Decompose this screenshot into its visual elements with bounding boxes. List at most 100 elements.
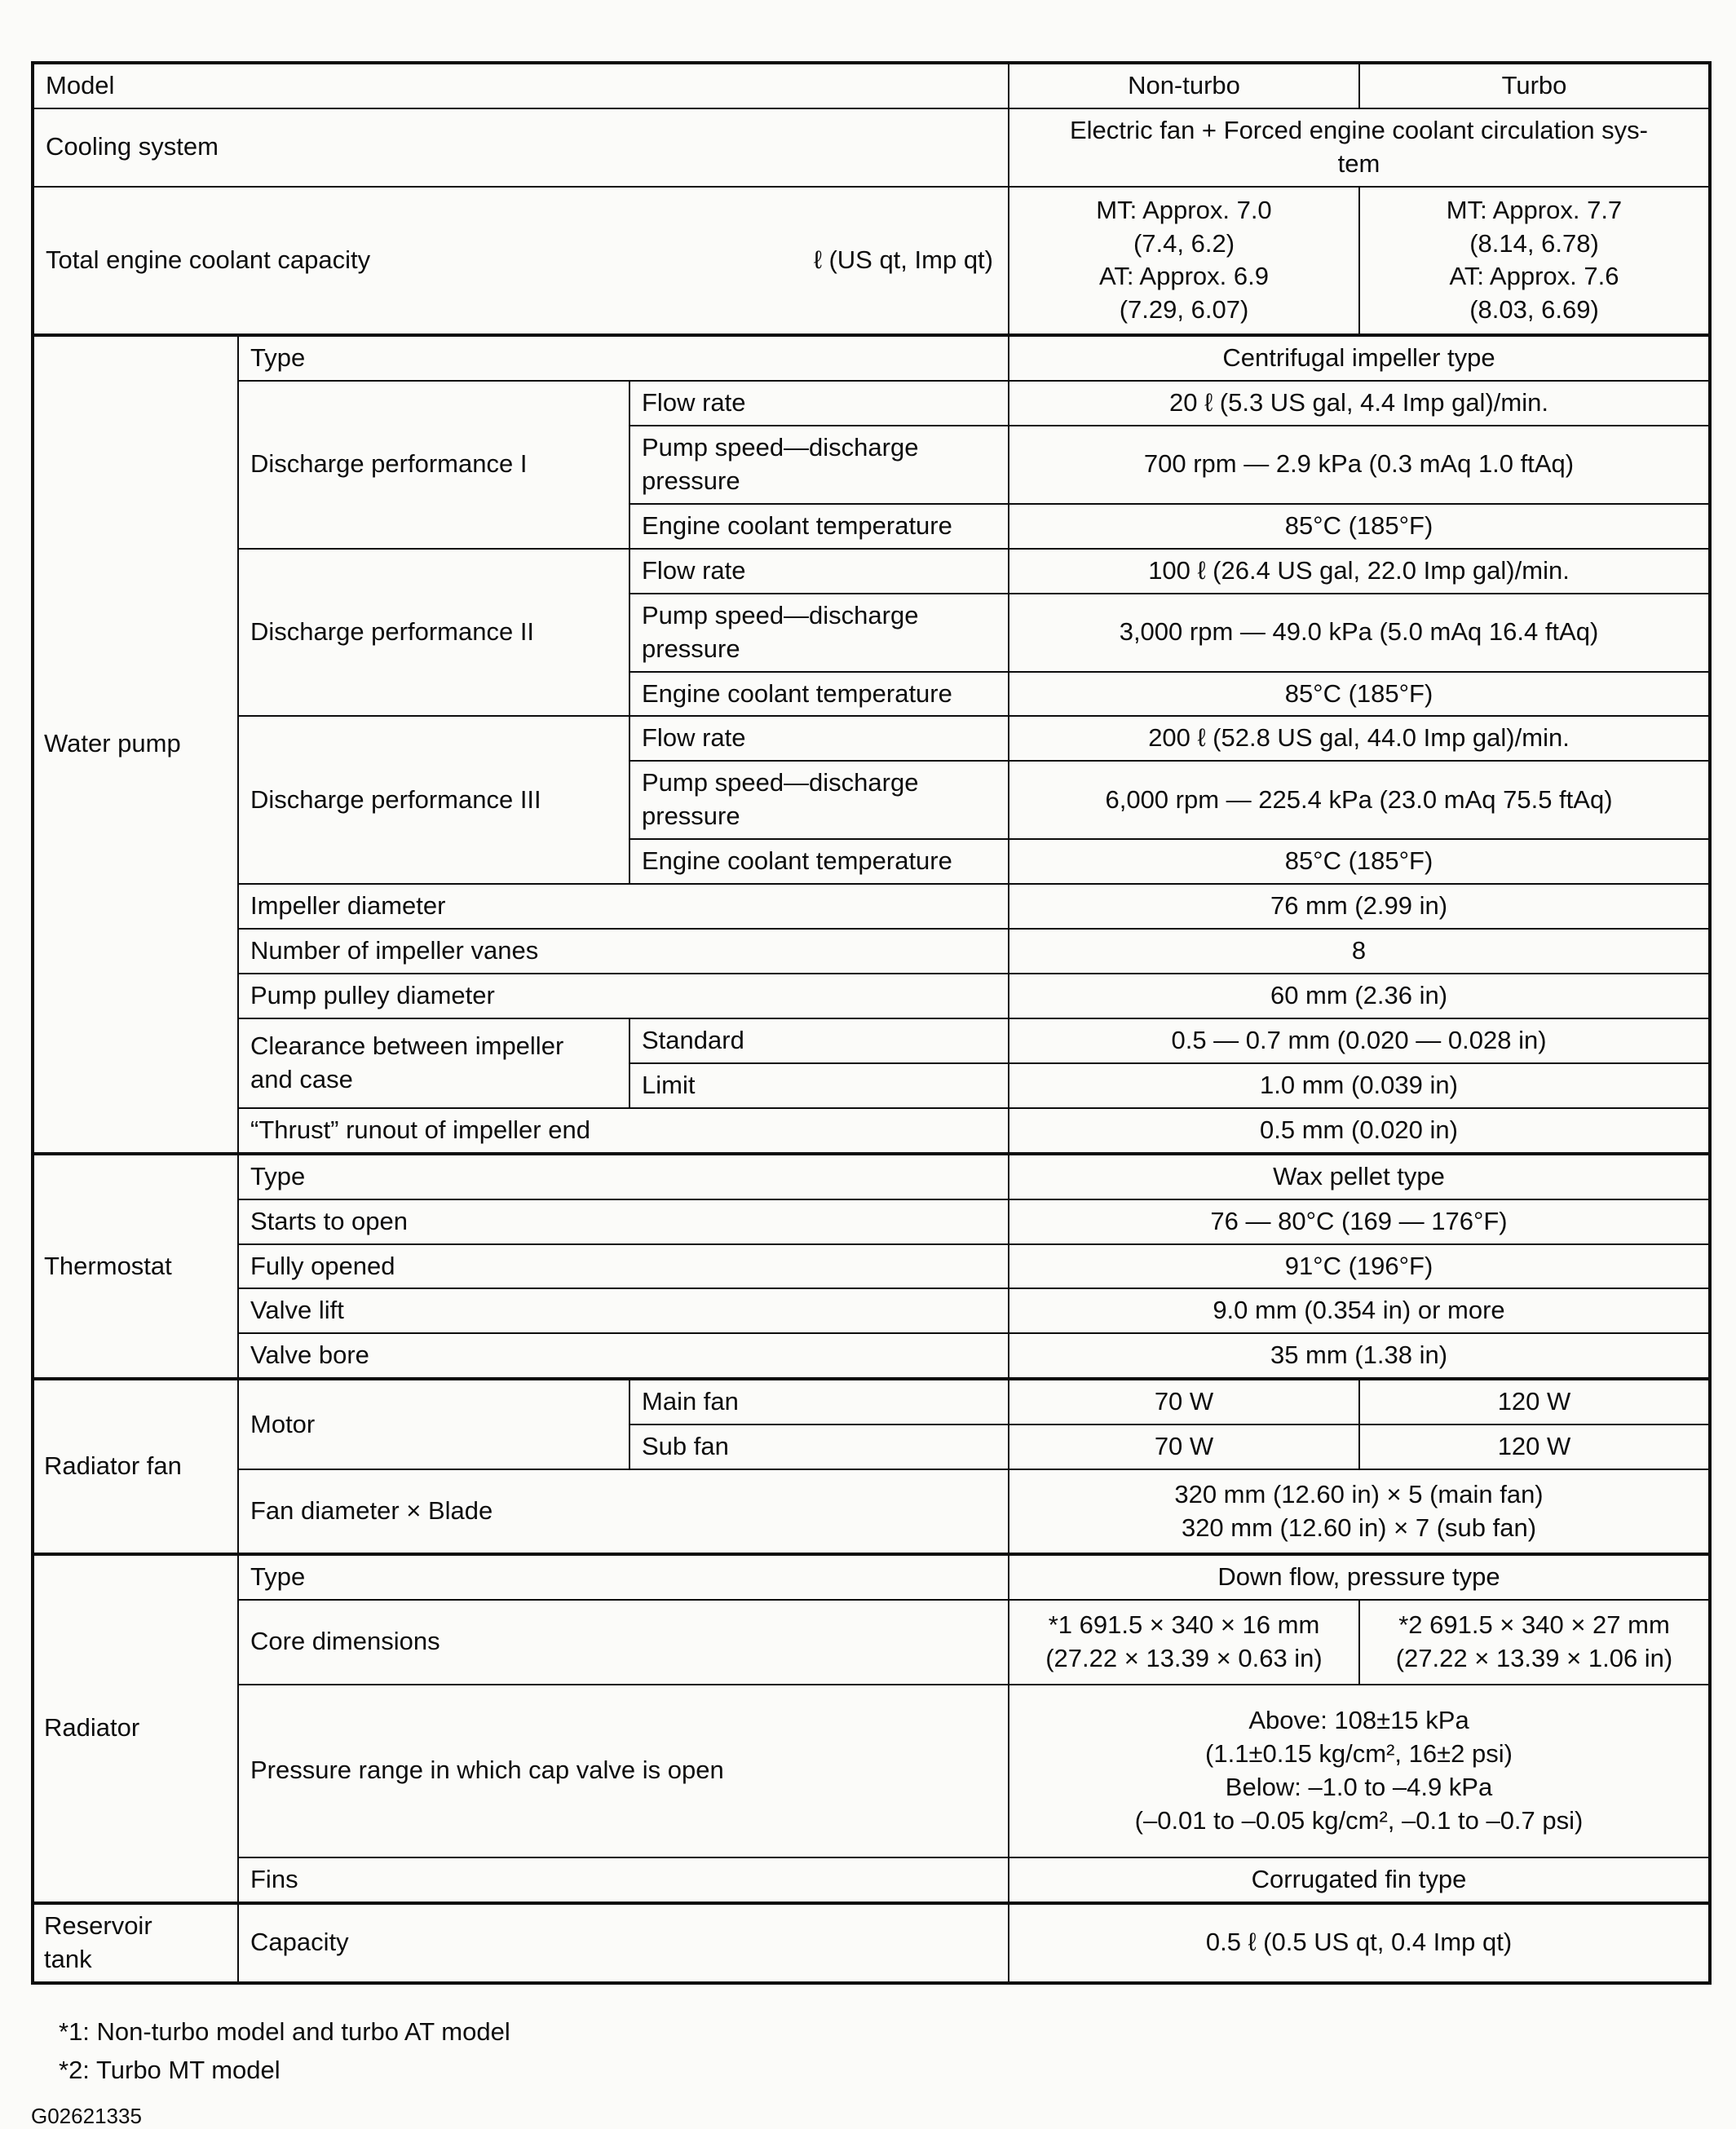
row-dp1-flow: Discharge performance I Flow rate 20 ℓ (… [33, 379, 1711, 550]
rad-pressure-value: Above: 108±15 kPa (1.1±0.15 kg/cm², 16±2… [1008, 1683, 1711, 1858]
dp3-flow-value: 200 ℓ (52.8 US gal, 44.0 Imp gal)/min. [1008, 715, 1711, 762]
fan-sub-turbo: 120 W [1358, 1424, 1711, 1471]
fan-main-non-turbo: 70 W [1008, 1377, 1360, 1426]
rad-core-non-turbo: *1 691.5 × 340 × 16 mm (27.22 × 13.39 × … [1008, 1598, 1360, 1685]
row-dp2-flow: Discharge performance II Flow rate 100 ℓ… [33, 547, 1711, 718]
coolant-capacity-non-turbo: MT: Approx. 7.0 (7.4, 6.2) AT: Approx. 6… [1008, 185, 1360, 336]
rad-fins-value: Corrugated fin type [1008, 1856, 1711, 1904]
row-dp2-temp: Engine coolant temperature 85°C (185°F) [33, 670, 1711, 718]
coolant-capacity-turbo: MT: Approx. 7.7 (8.14, 6.78) AT: Approx.… [1358, 185, 1711, 336]
model-label: Model [32, 62, 1009, 109]
rad-type-label: Type [237, 1553, 1009, 1601]
dp2-temp-value: 85°C (185°F) [1008, 670, 1711, 718]
cooling-system-value: Electric fan + Forced engine coolant cir… [1008, 107, 1711, 188]
row-rad-pressure: Pressure range in which cap valve is ope… [33, 1683, 1711, 1858]
dp1-temp-value: 85°C (185°F) [1008, 502, 1711, 550]
rad-pressure-label: Pressure range in which cap valve is ope… [237, 1683, 1009, 1858]
row-dp3-speed: Pump speed—discharge pressure 6,000 rpm … [33, 760, 1711, 841]
fan-diameter-value: 320 mm (12.60 in) × 5 (main fan) 320 mm … [1008, 1469, 1711, 1556]
dp1-flow-label: Flow rate [629, 379, 1009, 426]
impeller-diameter-value: 76 mm (2.99 in) [1008, 883, 1711, 930]
row-thermo-lift: Valve lift 9.0 mm (0.354 in) or more [33, 1288, 1711, 1335]
clearance-standard-label: Standard [629, 1017, 1009, 1064]
row-dp1-speed: Pump speed—discharge pressure 700 rpm — … [33, 424, 1711, 505]
row-dp3-flow: Discharge performance III Flow rate 200 … [33, 715, 1711, 886]
thermo-starts-value: 76 — 80°C (169 — 176°F) [1008, 1198, 1711, 1245]
impeller-vanes-value: 8 [1008, 928, 1711, 975]
dp3-temp-value: 85°C (185°F) [1008, 838, 1711, 886]
dp3-flow-label: Flow rate [629, 715, 1009, 762]
row-thermo-type: Thermostat Type Wax pellet type [32, 1151, 1711, 1380]
pump-pulley-label: Pump pulley diameter [237, 973, 1009, 1019]
thermo-lift-label: Valve lift [237, 1288, 1009, 1335]
thermo-type-value: Wax pellet type [1008, 1151, 1711, 1200]
dp2-speed-value: 3,000 rpm — 49.0 kPa (5.0 mAq 16.4 ftAq) [1008, 592, 1711, 673]
row-thermo-bore: Valve bore 35 mm (1.38 in) [33, 1332, 1711, 1380]
fan-sub-non-turbo: 70 W [1008, 1424, 1360, 1471]
dp1-label: Discharge performance I [237, 379, 630, 550]
row-rad-fins: Fins Corrugated fin type [33, 1856, 1711, 1904]
row-dp1-temp: Engine coolant temperature 85°C (185°F) [33, 502, 1711, 550]
cooling-system-spec-table: Model Non-turbo Turbo Cooling system Ele… [31, 61, 1712, 1985]
row-fan-sub: Sub fan 70 W 120 W [33, 1424, 1711, 1471]
figure-code: G02621335 [31, 2103, 142, 2128]
fan-main-turbo: 120 W [1358, 1377, 1711, 1426]
reservoir-capacity-value: 0.5 ℓ (0.5 US qt, 0.4 Imp qt) [1008, 1901, 1711, 1984]
footnote-1: *1: Non-turbo model and turbo AT model [59, 2016, 510, 2046]
dp3-temp-label: Engine coolant temperature [629, 838, 1009, 886]
rad-core-label: Core dimensions [237, 1598, 1009, 1685]
fan-main-label: Main fan [629, 1377, 1009, 1426]
thrust-runout-label: “Thrust” runout of impeller end [237, 1106, 1009, 1155]
coolant-capacity-split: Total engine coolant capacity ℓ (US qt, … [46, 244, 998, 277]
dp1-flow-value: 20 ℓ (5.3 US gal, 4.4 Imp gal)/min. [1008, 379, 1711, 426]
pump-pulley-value: 60 mm (2.36 in) [1008, 973, 1711, 1019]
row-pump-pulley: Pump pulley diameter 60 mm (2.36 in) [33, 973, 1711, 1019]
dp2-temp-label: Engine coolant temperature [629, 670, 1009, 718]
clearance-limit-value: 1.0 mm (0.039 in) [1008, 1062, 1711, 1109]
dp2-flow-label: Flow rate [629, 547, 1009, 594]
thermo-bore-value: 35 mm (1.38 in) [1008, 1332, 1711, 1380]
coolant-capacity-label: Total engine coolant capacity [46, 245, 371, 274]
dp2-label: Discharge performance II [237, 547, 630, 718]
thermo-starts-label: Starts to open [237, 1198, 1009, 1245]
wp-type-value: Centrifugal impeller type [1008, 333, 1711, 382]
row-wp-type: Water pump Type Centrifugal impeller typ… [32, 333, 1711, 1155]
row-thermo-starts: Starts to open 76 — 80°C (169 — 176°F) [33, 1198, 1711, 1245]
thermo-type-label: Type [237, 1151, 1009, 1200]
clearance-standard-value: 0.5 — 0.7 mm (0.020 — 0.028 in) [1008, 1017, 1711, 1064]
wp-type-label: Type [237, 333, 1009, 382]
dp3-speed-label: Pump speed—discharge pressure [629, 760, 1009, 841]
rad-type-value: Down flow, pressure type [1008, 1553, 1711, 1601]
cooling-system-label: Cooling system [32, 107, 1009, 188]
row-cooling-system: Cooling system Electric fan + Forced eng… [32, 107, 1711, 188]
row-dp2-speed: Pump speed—discharge pressure 3,000 rpm … [33, 592, 1711, 673]
dp2-speed-label: Pump speed—discharge pressure [629, 592, 1009, 673]
row-impeller-vanes: Number of impeller vanes 8 [33, 928, 1711, 975]
fan-diameter-label: Fan diameter × Blade [237, 1469, 1009, 1556]
group-reservoir-tank: Reservoir tank [32, 1901, 239, 1984]
thermo-fully-label: Fully opened [237, 1243, 1009, 1290]
group-radiator-fan: Radiator fan [32, 1377, 239, 1556]
dp3-label: Discharge performance III [237, 715, 630, 886]
dp3-speed-value: 6,000 rpm — 225.4 kPa (23.0 mAq 75.5 ftA… [1008, 760, 1711, 841]
coolant-capacity-unit: ℓ (US qt, Imp qt) [813, 245, 993, 274]
row-rad-type: Radiator Type Down flow, pressure type [32, 1553, 1711, 1904]
row-rad-core: Core dimensions *1 691.5 × 340 × 16 mm (… [33, 1598, 1711, 1685]
dp1-speed-value: 700 rpm — 2.9 kPa (0.3 mAq 1.0 ftAq) [1008, 424, 1711, 505]
group-radiator: Radiator [32, 1553, 239, 1904]
dp1-speed-label: Pump speed—discharge pressure [629, 424, 1009, 505]
rad-core-turbo: *2 691.5 × 340 × 27 mm (27.22 × 13.39 × … [1358, 1598, 1711, 1685]
clearance-label: Clearance between impeller and case [237, 1017, 630, 1109]
column-header-non-turbo: Non-turbo [1008, 62, 1360, 109]
clearance-limit-label: Limit [629, 1062, 1009, 1109]
impeller-vanes-label: Number of impeller vanes [237, 928, 1009, 975]
fan-motor-label: Motor [237, 1377, 630, 1471]
row-fan-diameter: Fan diameter × Blade 320 mm (12.60 in) ×… [33, 1469, 1711, 1556]
dp1-temp-label: Engine coolant temperature [629, 502, 1009, 550]
row-clearance-standard: Clearance between impeller and case Stan… [33, 1017, 1711, 1109]
thermo-fully-value: 91°C (196°F) [1008, 1243, 1711, 1290]
row-dp3-temp: Engine coolant temperature 85°C (185°F) [33, 838, 1711, 886]
group-thermostat: Thermostat [32, 1151, 239, 1380]
coolant-capacity-label-cell: Total engine coolant capacity ℓ (US qt, … [32, 185, 1009, 336]
